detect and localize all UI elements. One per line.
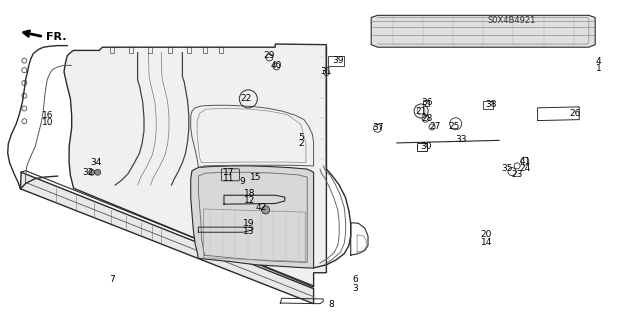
Text: 31: 31 [321,67,332,76]
Text: 21: 21 [415,107,427,115]
Text: 4: 4 [596,57,601,66]
Text: 24: 24 [519,164,531,173]
Text: 18: 18 [244,189,255,198]
Text: 27: 27 [429,122,441,130]
Text: 1: 1 [596,64,601,73]
Text: 17: 17 [223,168,235,177]
Text: 12: 12 [244,197,255,205]
Text: 40: 40 [271,61,282,70]
Text: 6: 6 [353,275,358,284]
Text: 29: 29 [263,51,275,60]
Text: 30: 30 [420,142,431,151]
Bar [110,48,114,53]
Bar [203,48,207,53]
Text: 35: 35 [501,164,513,173]
Bar [148,48,152,53]
Text: S0X4B4921: S0X4B4921 [488,16,536,25]
Bar [417,143,428,152]
Text: 28: 28 [422,114,433,122]
Text: 42: 42 [255,204,267,212]
Bar [328,56,344,66]
Bar [187,48,191,53]
Text: 34: 34 [90,158,102,167]
Circle shape [262,206,269,214]
Text: 7: 7 [109,275,115,284]
Polygon shape [64,44,326,287]
Bar [483,101,493,109]
Bar [219,48,223,53]
Text: 26: 26 [569,109,580,118]
Bar [168,48,172,53]
Text: 14: 14 [481,238,492,247]
Text: 2: 2 [298,139,303,148]
Circle shape [89,169,95,175]
Text: 38: 38 [486,100,497,109]
Text: 23: 23 [511,170,523,179]
Text: 5: 5 [298,133,303,142]
Text: 20: 20 [481,230,492,239]
Text: 11: 11 [223,174,235,182]
Text: FR.: FR. [46,32,67,42]
Polygon shape [20,172,314,304]
Text: 10: 10 [42,118,54,127]
Text: 33: 33 [455,135,467,144]
Text: 25: 25 [449,122,460,130]
Circle shape [95,169,100,175]
Bar [422,100,429,106]
Text: 13: 13 [243,227,254,236]
Text: 16: 16 [42,111,54,120]
Text: 8: 8 [329,300,334,309]
Text: 36: 36 [422,98,433,107]
Text: 41: 41 [519,157,531,166]
Text: 39: 39 [332,56,344,65]
Text: 22: 22 [241,94,252,103]
Text: 37: 37 [372,123,383,132]
Text: 9: 9 [239,177,244,186]
Text: 15: 15 [250,173,262,182]
Text: 32: 32 [83,168,94,177]
Polygon shape [191,166,314,268]
Text: 3: 3 [353,284,358,293]
Polygon shape [371,15,595,47]
Bar [129,48,133,53]
Text: 19: 19 [243,219,254,228]
